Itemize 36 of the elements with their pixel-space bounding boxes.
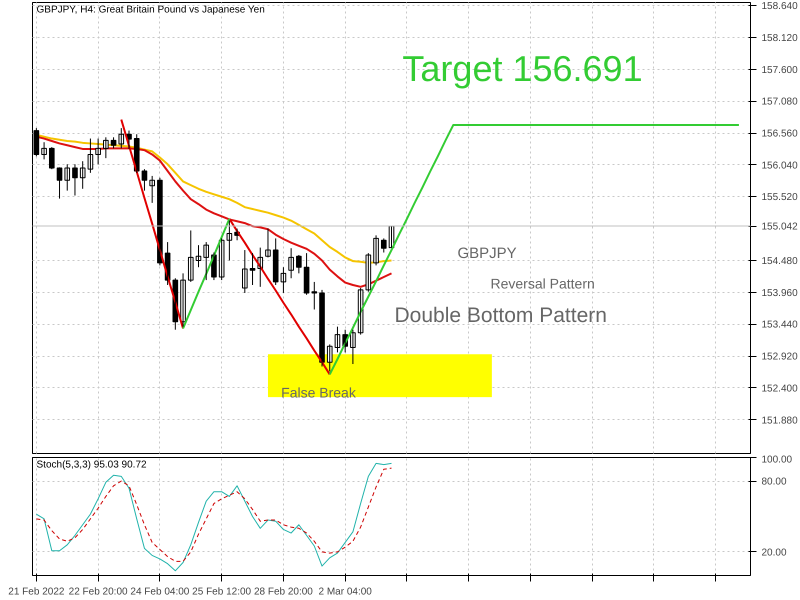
chart-title: Stoch(5,3,3) 95.03 90.72 xyxy=(36,460,148,470)
x-tick-label: 21 Feb 2022 xyxy=(8,586,65,598)
annotation: Reversal Pattern xyxy=(490,276,595,292)
y-tick-label: 155.520 xyxy=(762,192,798,204)
y-tick-label: 154.480 xyxy=(762,256,798,267)
y-tick-label: 156.040 xyxy=(762,160,798,172)
y-tick-label: 158.120 xyxy=(762,32,798,44)
candlestick xyxy=(72,164,78,196)
candlestick xyxy=(311,281,318,310)
x-tick-label: 25 Feb 12:00 xyxy=(192,586,252,598)
candlestick xyxy=(334,326,340,353)
x-tick-label: 22 Feb 20:00 xyxy=(68,586,128,598)
y-tick-label: 153.440 xyxy=(762,320,798,331)
y-tick-label: 152.400 xyxy=(762,383,798,394)
y-tick-label: 152.920 xyxy=(762,352,798,363)
annotation: False Break xyxy=(281,384,357,400)
x-tick-label: 28 Feb 20:00 xyxy=(254,586,314,598)
annotation: Target 156.691 xyxy=(402,48,643,89)
y-tick-label: 158.640 xyxy=(762,1,798,12)
candlestick xyxy=(250,252,256,286)
x-tick-label: 2 Mar 04:00 xyxy=(318,586,372,598)
y-tick-label: 157.080 xyxy=(762,96,798,108)
candlestick xyxy=(110,136,116,149)
y-tick-label: 100.00 xyxy=(762,454,793,466)
y-tick-label: 151.880 xyxy=(762,415,798,426)
y-tick-label: 157.600 xyxy=(762,64,798,76)
annotation: Double Bottom Pattern xyxy=(394,304,607,327)
annotation: GBPJPY xyxy=(458,245,517,262)
ref-line-label: 155.042 xyxy=(762,222,798,233)
y-tick-label: 156.560 xyxy=(762,128,798,140)
x-tick-label: 24 Feb 04:00 xyxy=(130,586,190,598)
y-tick-label: 153.960 xyxy=(762,288,798,299)
candlestick xyxy=(196,244,202,268)
y-tick-label: 20.00 xyxy=(762,547,787,558)
chart-title: GBPJPY, H4: Great Britain Pound vs Japanese Yen xyxy=(36,4,265,16)
y-tick-label: 80.00 xyxy=(762,476,787,488)
